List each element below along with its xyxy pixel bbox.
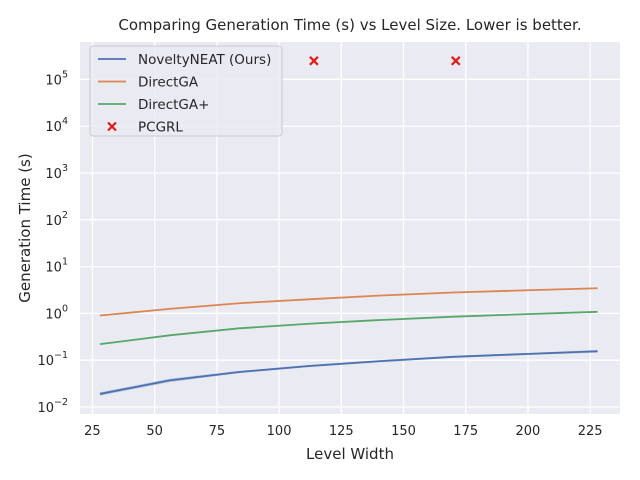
x-tick-label: 200 (516, 424, 541, 439)
point-stroke (450, 56, 461, 66)
grid (80, 42, 620, 414)
x-tick-label: 175 (453, 424, 478, 439)
legend-entry: NoveltyNEAT (Ours) (98, 52, 271, 68)
x-tick-label: 125 (329, 424, 354, 439)
legend-label: PCGRL (138, 120, 183, 136)
y-axis-label: Generation Time (s) (16, 153, 34, 302)
x-axis-label: Level Width (306, 445, 394, 463)
legend-box (89, 45, 283, 137)
y-tick-label: 102 (45, 210, 68, 229)
legend-entry: PCGRL (107, 120, 183, 136)
legend-entry: DirectGA+ (98, 97, 209, 113)
chart-title: Comparing Generation Time (s) vs Level S… (118, 16, 581, 34)
y-tick-label: 10−1 (37, 350, 68, 369)
series-line (99, 310, 598, 346)
x-tick-label: 225 (578, 424, 603, 439)
point-stroke (309, 56, 319, 66)
series-layer (99, 56, 598, 396)
tick-labels: 25 50 75 100 125 150 175 200 225 10−2 10−1 100 101 10… (37, 69, 602, 439)
pcgrl-point (309, 56, 319, 66)
series-line (99, 287, 598, 317)
pcgrl-point (450, 56, 461, 66)
legend-label: NoveltyNEAT (Ours) (138, 52, 271, 68)
legend-label: DirectGA (138, 75, 199, 91)
y-tick-label: 103 (45, 163, 68, 182)
legend: NoveltyNEAT (Ours) DirectGA DirectGA+ PCGRL (89, 45, 283, 137)
y-tick-label: 10−2 (37, 397, 68, 416)
y-tick-label: 105 (45, 69, 68, 88)
x-tick-label: 100 (267, 424, 292, 439)
x-tick-label: 150 (391, 424, 416, 439)
y-tick-label: 100 (45, 303, 68, 322)
x-tick-label: 25 (84, 424, 101, 439)
legend-label: DirectGA+ (138, 97, 209, 113)
x-tick-label: 50 (146, 424, 163, 439)
legend-marker (107, 121, 117, 132)
x-tick-label: 75 (209, 424, 226, 439)
legend-entry: DirectGA (98, 75, 199, 91)
y-tick-label: 101 (45, 257, 68, 276)
y-tick-label: 104 (45, 116, 68, 135)
series-line (99, 350, 598, 395)
